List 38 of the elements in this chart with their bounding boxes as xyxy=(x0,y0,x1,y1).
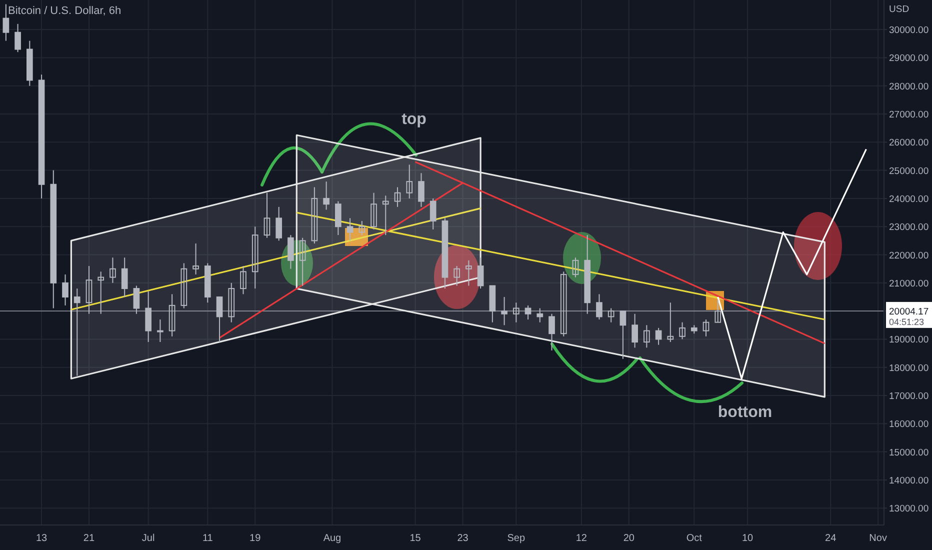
x-tick-label: Nov xyxy=(869,533,887,544)
y-tick-label: 30000.00 xyxy=(889,25,929,36)
x-tick-label: 24 xyxy=(825,533,837,544)
x-tick-label: 11 xyxy=(202,533,214,544)
y-tick-label: 22000.00 xyxy=(889,250,929,262)
x-tick-label: Oct xyxy=(686,533,702,544)
x-tick-label: 21 xyxy=(83,533,95,544)
y-tick-label: 21000.00 xyxy=(889,278,929,290)
x-tick-label: 19 xyxy=(250,533,262,544)
x-tick-label: 10 xyxy=(742,533,754,544)
x-tick-label: Jul xyxy=(142,533,155,544)
text: 04:51:23 xyxy=(889,316,924,327)
annotation: top xyxy=(402,111,427,128)
x-tick-label: 15 xyxy=(410,533,422,544)
y-tick-label: 18000.00 xyxy=(889,362,929,374)
chart-title: Bitcoin / U.S. Dollar, 6h xyxy=(8,5,122,17)
y-tick-label: 14000.00 xyxy=(889,475,929,486)
x-tick-label: Sep xyxy=(507,533,526,544)
y-tick-label: 13000.00 xyxy=(889,504,929,515)
x-tick-label: 12 xyxy=(576,533,588,544)
y-tick-label: 28000.00 xyxy=(889,81,929,92)
y-tick-label: 16000.00 xyxy=(889,419,929,430)
y-tick-label: 23000.00 xyxy=(889,222,929,234)
y-tick-label: 29000.00 xyxy=(889,53,929,64)
y-tick-label: 17000.00 xyxy=(889,391,929,402)
x-tick-label: 13 xyxy=(36,533,48,544)
annotation: bottom xyxy=(718,404,772,421)
x-tick-label: Aug xyxy=(323,533,342,544)
y-tick-label: 25000.00 xyxy=(889,166,929,177)
y-tick-label: 15000.00 xyxy=(889,447,929,458)
y-tick-label: 19000.00 xyxy=(889,334,929,346)
y-axis-title: USD xyxy=(889,4,910,15)
y-tick-label: 24000.00 xyxy=(889,194,929,205)
y-tick-label: 27000.00 xyxy=(889,110,929,121)
y-tick-label: 26000.00 xyxy=(889,138,929,149)
ref-line-label: 20004.17 xyxy=(889,306,929,318)
x-tick-label: 20 xyxy=(623,533,635,544)
x-tick-label: 23 xyxy=(457,533,469,544)
